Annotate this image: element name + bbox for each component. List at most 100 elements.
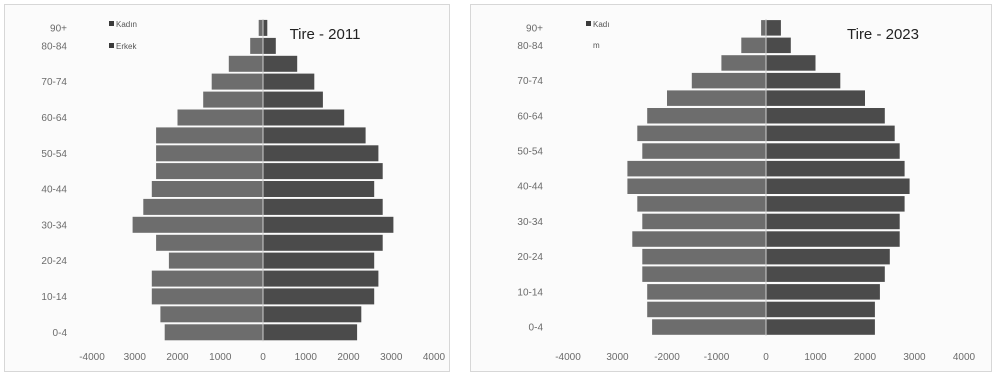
population-pyramid-2023: Tire - 2023 Kadı m 0-4 10-14 20-24 30-34 40-… (517, 19, 976, 363)
chart-title: Tire - 2023 (847, 26, 919, 43)
bar-female-80-84 (250, 37, 263, 54)
bar-male-80-84 (263, 37, 276, 54)
age-label: 70-74 (517, 76, 543, 87)
legend-label-male: Erkek (116, 42, 137, 51)
age-label: 60-64 (41, 113, 67, 124)
bar-female-80-84 (741, 37, 767, 54)
bar-female-5-9 (647, 301, 766, 318)
age-label: 70-74 (41, 77, 67, 88)
x-tick-label: 0 (260, 352, 266, 363)
x-tick-label: 1000 (295, 352, 318, 363)
bar-female-30-34 (642, 213, 767, 230)
x-tick-label: 4000 (423, 352, 446, 363)
legend-label-female: Kadı (593, 20, 609, 29)
bar-male-25-29 (263, 234, 383, 251)
age-label: 90+ (50, 23, 67, 34)
age-label: 10-14 (517, 287, 543, 298)
chart-title: Tire - 2011 (290, 26, 361, 43)
bar-female-5-9 (160, 306, 263, 323)
x-tick-label: 1000 (209, 352, 232, 363)
bar-male-60-64 (766, 108, 885, 124)
bar-male-75-79 (766, 55, 816, 71)
x-tick-label: 3000 (606, 352, 629, 363)
bar-male-20-24 (263, 252, 375, 269)
bar-male-60-64 (263, 109, 345, 126)
bar-male-65-69 (263, 91, 323, 108)
bar-female-90+ (761, 20, 767, 36)
bar-male-55-59 (263, 127, 366, 144)
age-label: 50-54 (517, 147, 543, 158)
bar-male-90+ (766, 20, 781, 36)
bar-male-5-9 (766, 301, 875, 318)
age-label: 20-24 (517, 252, 543, 263)
bar-female-50-54 (642, 143, 767, 159)
bar-male-30-34 (263, 216, 394, 233)
age-label: 80-84 (41, 41, 67, 52)
bar-male-40-44 (263, 181, 375, 197)
bar-female-65-69 (667, 90, 766, 106)
bar-female-15-19 (151, 270, 263, 287)
bar-male-55-59 (766, 125, 895, 142)
age-label: 30-34 (517, 217, 543, 228)
bar-female-40-44 (627, 178, 766, 194)
bar-female-0-4 (652, 319, 766, 335)
bar-male-80-84 (766, 37, 791, 54)
bar-female-30-34 (132, 216, 263, 233)
bar-female-0-4 (164, 324, 263, 341)
x-tick-label: -2000 (654, 352, 680, 363)
bar-male-25-29 (766, 231, 900, 247)
bar-female-70-74 (691, 72, 767, 89)
legend-swatch-female (109, 21, 114, 26)
x-tick-label: 1000 (804, 352, 827, 363)
bar-female-10-14 (151, 288, 263, 305)
bar-female-60-64 (177, 109, 263, 126)
bar-female-65-69 (203, 91, 264, 108)
bar-male-0-4 (263, 324, 358, 341)
bar-female-70-74 (211, 73, 263, 90)
bar-male-15-19 (766, 266, 885, 282)
bar-male-30-34 (766, 213, 900, 230)
bar-female-60-64 (647, 108, 766, 124)
bar-female-75-79 (721, 55, 766, 71)
age-label: 10-14 (41, 292, 67, 303)
bar-female-15-19 (642, 266, 767, 282)
bar-male-15-19 (263, 270, 379, 287)
chart-panel-2011: Tire - 2011 Kadın Erkek 0-4 10-14 20-24 30-… (4, 4, 450, 372)
bar-female-35-39 (143, 198, 263, 215)
legend-swatch-male (109, 43, 114, 48)
legend-label-female: Kadın (116, 20, 137, 29)
bar-male-90+ (263, 19, 268, 36)
bar-female-20-24 (168, 252, 263, 269)
x-tick-label: -4000 (79, 352, 105, 363)
x-tick-label: 3000 (903, 352, 926, 363)
bar-male-40-44 (766, 178, 910, 194)
bar-male-70-74 (766, 72, 841, 89)
x-tick-label: -1000 (704, 352, 730, 363)
bar-male-35-39 (766, 196, 905, 212)
bar-male-35-39 (263, 198, 383, 215)
x-tick-label: 2000 (854, 352, 877, 363)
bar-male-50-54 (263, 145, 379, 162)
legend-swatch-female (586, 21, 591, 26)
bar-female-90+ (258, 19, 263, 36)
bar-female-45-49 (627, 160, 766, 177)
bar-male-65-69 (766, 90, 865, 106)
bar-male-45-49 (263, 163, 383, 180)
age-label: 20-24 (41, 256, 67, 267)
bar-male-10-14 (263, 288, 375, 305)
legend-label-male: m (593, 41, 600, 50)
bar-female-75-79 (228, 55, 263, 72)
bar-female-25-29 (632, 231, 766, 247)
bar-male-45-49 (766, 160, 905, 177)
x-tick-label: -4000 (555, 352, 581, 363)
age-label: 80-84 (517, 41, 543, 52)
x-tick-label: 2000 (166, 352, 189, 363)
bar-male-10-14 (766, 284, 880, 300)
population-pyramid-2011: Tire - 2011 Kadın Erkek 0-4 10-14 20-24 30-… (41, 19, 446, 363)
bar-female-35-39 (637, 196, 766, 212)
bar-male-20-24 (766, 248, 890, 265)
bar-female-10-14 (647, 284, 766, 300)
bar-male-50-54 (766, 143, 900, 159)
age-label: 40-44 (41, 185, 67, 196)
bar-female-50-54 (156, 145, 263, 162)
